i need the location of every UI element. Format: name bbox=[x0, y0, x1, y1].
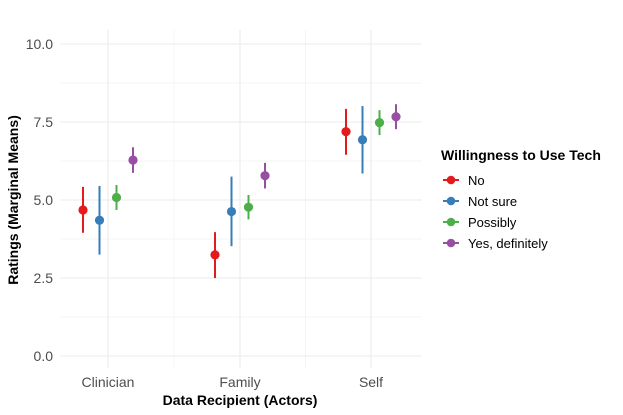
data-point bbox=[226, 206, 237, 217]
legend-label: Not sure bbox=[468, 194, 517, 209]
y-tick-label: 10.0 bbox=[26, 36, 53, 52]
x-tick-label: Self bbox=[359, 374, 383, 390]
legend-key-point bbox=[446, 238, 456, 248]
x-axis-title: Data Recipient (Actors) bbox=[163, 392, 318, 408]
legend-title: Willingness to Use Tech bbox=[441, 147, 601, 163]
y-tick-label: 0.0 bbox=[34, 348, 54, 364]
legend-label: Yes, definitely bbox=[468, 236, 548, 251]
data-point bbox=[260, 171, 270, 181]
legend-label: No bbox=[468, 173, 485, 188]
data-point bbox=[374, 118, 385, 128]
data-marks bbox=[78, 104, 401, 278]
data-point bbox=[391, 112, 401, 122]
data-point bbox=[210, 250, 220, 260]
x-axis-ticks: Clinician Family Self bbox=[82, 374, 384, 390]
y-tick-label: 7.5 bbox=[34, 114, 54, 130]
data-point bbox=[128, 155, 138, 165]
legend-key-point bbox=[446, 175, 456, 185]
y-axis-title: Ratings (Marginal Means) bbox=[5, 115, 21, 285]
data-point bbox=[357, 135, 368, 145]
data-point bbox=[341, 127, 351, 137]
legend-key-point bbox=[446, 217, 456, 227]
x-tick-label: Family bbox=[219, 374, 260, 390]
data-point bbox=[94, 215, 105, 225]
legend-label: Possibly bbox=[468, 215, 517, 230]
data-point bbox=[243, 202, 254, 212]
legend: Willingness to Use Tech No Not sure Possib… bbox=[441, 147, 601, 251]
y-axis-ticks: 0.0 2.5 5.0 7.5 10.0 bbox=[26, 36, 53, 364]
data-point bbox=[111, 192, 122, 203]
y-tick-label: 5.0 bbox=[34, 192, 54, 208]
grid-lines bbox=[60, 30, 422, 368]
legend-key-point bbox=[446, 196, 456, 206]
data-point bbox=[78, 205, 88, 215]
x-tick-label: Clinician bbox=[82, 374, 135, 390]
y-tick-label: 2.5 bbox=[34, 270, 54, 286]
